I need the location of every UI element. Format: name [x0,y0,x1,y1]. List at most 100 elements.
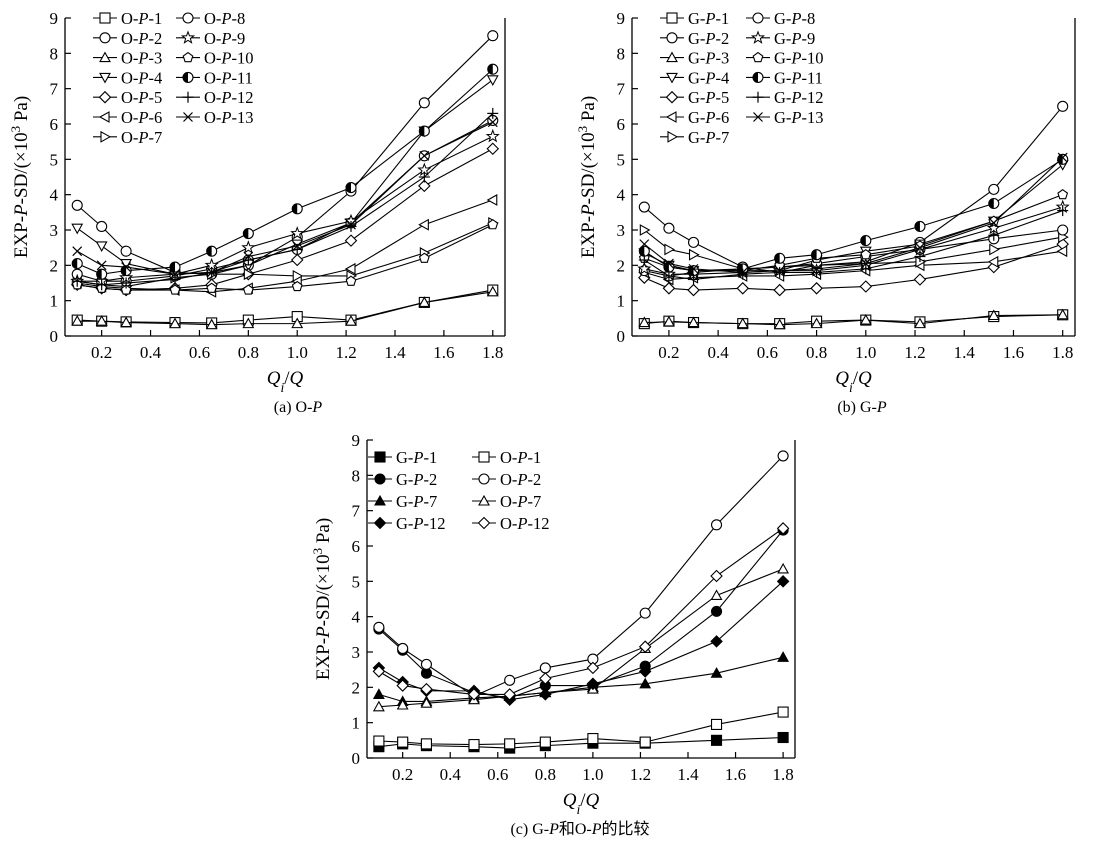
data-point [372,700,385,712]
y-tick-label: 0 [352,749,361,768]
data-point [914,251,926,262]
data-point [120,277,132,289]
data-point [638,245,650,257]
data-point [736,317,749,329]
data-point [987,309,1000,321]
legend-item: O-P-6 [93,108,162,127]
legend-item: O-P-13 [176,108,254,127]
data-point [859,280,873,293]
legend-label: O-P-9 [204,29,245,48]
y-tick-label: 9 [352,431,361,450]
data-point [915,242,925,253]
legend-item: G-P-11 [746,68,823,87]
x-tick-label: 0.8 [806,343,827,362]
data-point [777,450,789,462]
series-G-P-12 [638,205,1069,285]
data-point [292,240,303,251]
series-line [378,580,784,701]
x-tick-label: 1.2 [904,343,925,362]
legend-item: G-P-2 [368,470,437,489]
data-point [487,63,499,75]
data-point [539,688,552,701]
series-G-P-2 [373,524,789,704]
y-tick-label: 4 [50,186,59,205]
legend-item: O-P-2 [472,470,541,489]
legend-marker [373,516,387,530]
legend-label: G-P-12 [774,88,824,107]
data-point [486,75,499,86]
legend-item: G-P-12 [746,88,824,107]
legend-label: O-P-1 [121,9,162,28]
data-point [913,273,927,286]
y-tick-label: 1 [50,292,59,311]
data-point [664,243,676,256]
x-tick-label: 1.0 [582,765,603,784]
data-point [710,605,723,617]
x-tick-label: 0.2 [658,343,679,362]
x-tick-label: 1.0 [855,343,876,362]
x-tick-label: 0.8 [238,343,259,362]
data-point [96,279,108,291]
data-point [774,265,785,276]
data-point [397,642,409,655]
legend-label: G-P-4 [688,68,729,87]
data-point [1057,205,1069,217]
series-O-P-3 [71,285,499,330]
data-point [72,246,83,257]
data-point [487,219,499,230]
legend-item: G-P-9 [746,29,815,48]
data-point [539,662,551,674]
series-line [644,250,1063,281]
series-line [77,222,494,288]
legend-item: G-P-1 [368,448,437,467]
data-point [774,252,786,264]
data-point [206,267,217,278]
data-point [346,219,356,230]
series-line [77,112,494,286]
legend-item: G-P-2 [660,29,729,48]
data-point [241,240,256,254]
legend-item: O-P-10 [176,49,254,68]
legend-item: O-P-9 [176,29,245,48]
y-tick-label: 7 [352,502,361,521]
data-point [206,282,218,293]
data-point [487,30,499,42]
legend-marker [478,473,490,485]
legend-item: G-P-7 [660,128,729,147]
data-point [539,672,552,685]
data-point [486,194,498,206]
x-tick-label: 0.2 [91,343,112,362]
data-point [420,682,433,696]
legend-label: O-P-10 [204,49,254,68]
legend-marker [665,90,679,104]
legend-marker [98,111,110,123]
data-point [988,197,1000,210]
legend-marker [182,51,194,63]
data-point [989,243,1000,256]
y-tick-label: 4 [352,608,361,627]
legend-item: O-P-4 [93,68,162,87]
y-tick-label: 2 [352,678,361,697]
legend-item: G-P-4 [660,68,729,87]
chart-panel-a: 0 1 2 3 4 5 6 7 8 9 0.2 0.4 0.6 0.8 1.0 1.2 1.4 1.6 1.8 Qi/… [8,9,506,416]
legend-item: O-P-7 [93,128,162,147]
data-point [71,199,83,211]
legend-marker [665,111,677,123]
data-point [345,315,357,326]
legend-label: G-P-8 [774,9,815,28]
legend-item: O-P-8 [176,9,245,28]
y-tick-label: 5 [352,572,361,591]
y-tick-label: 8 [50,44,59,63]
data-point [988,229,1000,241]
legend: G-P-1G-P-2G-P-3G-P-4G-P-5G-P-6G-P-7 G-P-8… [660,9,824,147]
legend-item: O-P-7 [472,492,541,511]
data-point [710,734,723,746]
x-tick-label: 1.8 [482,343,503,362]
series-line [77,68,494,275]
data-point [710,667,723,678]
legend-label: O-P-2 [121,29,162,48]
data-point [859,313,872,325]
data-point [96,220,108,233]
data-point [776,575,790,588]
